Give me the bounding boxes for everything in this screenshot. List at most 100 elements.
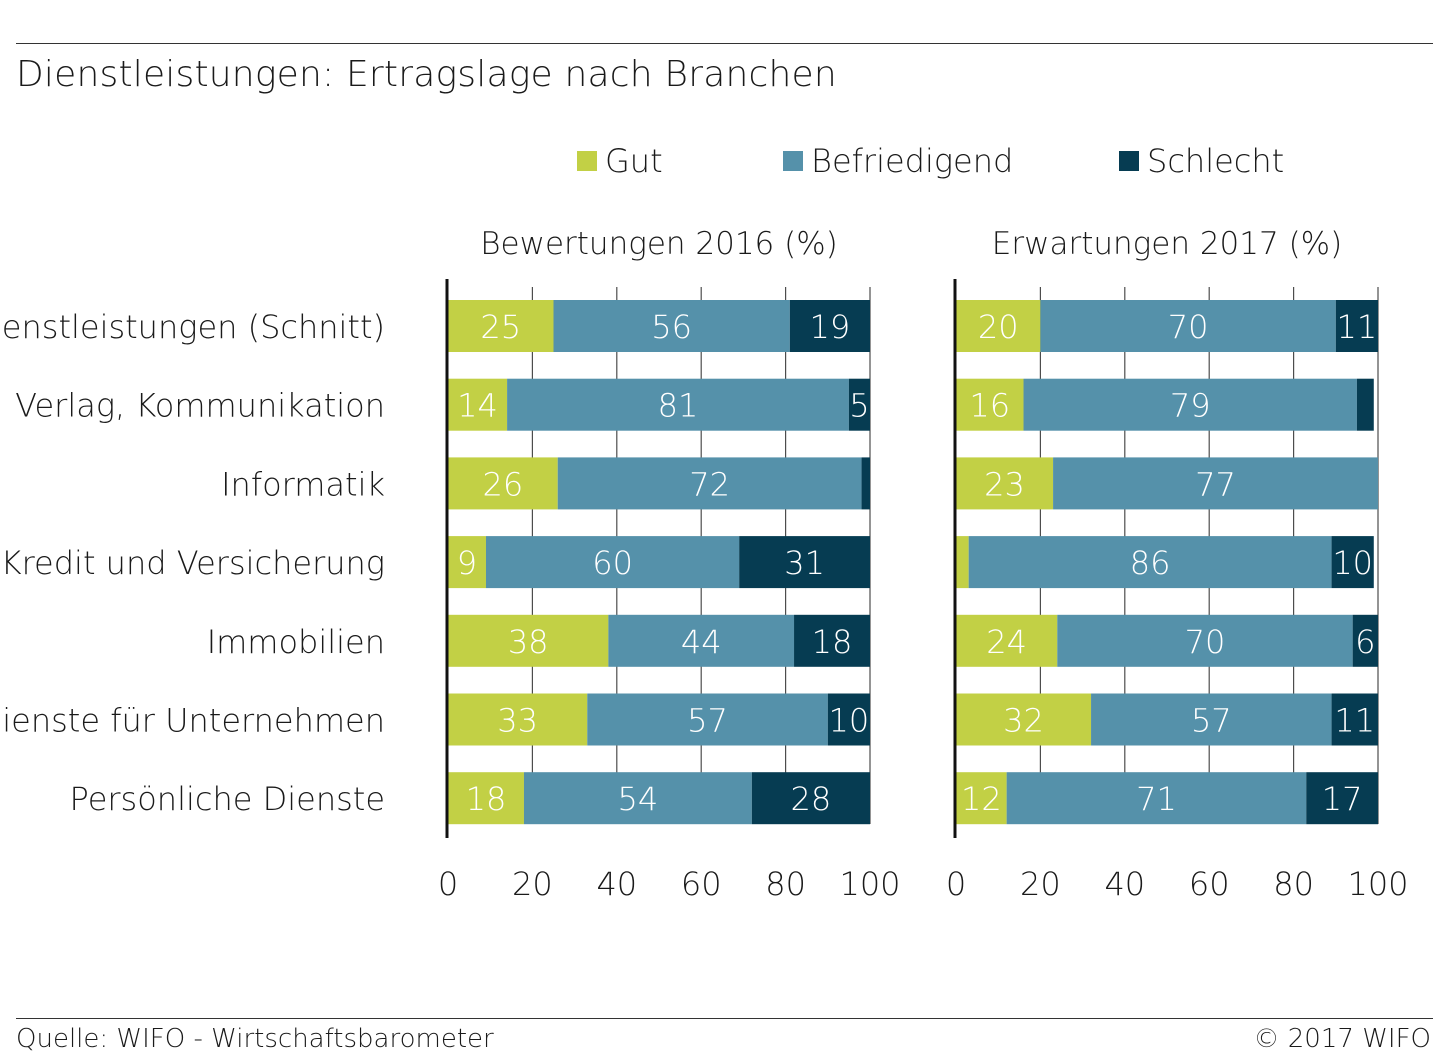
data-label: 56	[651, 308, 692, 346]
category-label: Persönliche Dienste	[70, 780, 385, 818]
legend-swatch-schlecht	[1119, 151, 1139, 171]
x-tick-label: 40	[596, 865, 637, 903]
category-label: Dienste für Unternehmen	[0, 702, 385, 740]
data-label: 70	[1168, 308, 1209, 346]
bar-segment	[448, 536, 486, 589]
bar-segment	[956, 772, 1007, 825]
data-label: 32	[1003, 702, 1044, 740]
bar-segment	[448, 772, 524, 825]
data-label: 38	[508, 623, 549, 661]
bar-segment	[956, 300, 1041, 352]
legend-label-befriedigend: Befriedigend	[811, 142, 1014, 180]
bar-segment	[448, 378, 508, 431]
data-label: 33	[497, 702, 538, 740]
bar-segment	[956, 614, 1058, 667]
x-tick-label: 0	[438, 865, 458, 903]
x-tick-label: 100	[1347, 865, 1408, 903]
data-label: 11	[1337, 308, 1378, 346]
bar-segment	[794, 614, 870, 667]
bar-segment	[608, 614, 795, 667]
data-label: 25	[480, 308, 521, 346]
data-label: 18	[812, 623, 853, 661]
legend-label-schlecht: Schlecht	[1147, 142, 1285, 180]
data-label: 77	[1195, 465, 1236, 503]
bar-segment	[827, 693, 870, 746]
bar-segment	[448, 300, 554, 352]
x-tick-label: 100	[839, 865, 900, 903]
data-label: 79	[1170, 387, 1211, 425]
bar-segment	[448, 693, 588, 746]
data-label: 17	[1322, 780, 1363, 818]
category-label: Informatik	[221, 465, 385, 503]
data-label: 81	[658, 387, 699, 425]
category-label: Immobilien	[207, 623, 385, 661]
x-tick-label: 80	[765, 865, 806, 903]
legend-item-gut: Gut	[577, 142, 663, 180]
bar-segment	[956, 693, 1092, 746]
data-label: 70	[1185, 623, 1226, 661]
bar-segment	[1356, 378, 1374, 431]
x-tick-label: 0	[946, 865, 966, 903]
bar-segment	[1331, 536, 1374, 589]
data-label: 44	[681, 623, 722, 661]
bar-segment	[751, 772, 870, 825]
bar-segment	[1352, 614, 1378, 667]
data-label: 6	[1355, 623, 1375, 661]
bar-segment	[956, 457, 1054, 510]
bar-segment	[1306, 772, 1378, 825]
bar-segment	[1331, 693, 1378, 746]
x-tick-label: 60	[681, 865, 722, 903]
bar-segment	[448, 614, 609, 667]
bar-segment	[1053, 457, 1378, 510]
data-label: 9	[457, 544, 477, 582]
x-tick-label: 60	[1189, 865, 1230, 903]
bar-segment	[1023, 378, 1357, 431]
bar-segment	[523, 772, 752, 825]
bar-segment	[789, 300, 870, 352]
category-label: Verlag, Kommunikation	[15, 387, 385, 425]
bar-segment	[1006, 772, 1307, 825]
data-label: 26	[483, 465, 524, 503]
legend-label-gut: Gut	[605, 142, 663, 180]
data-label: 19	[810, 308, 851, 346]
bar-segment	[507, 378, 849, 431]
bar-segment	[587, 693, 828, 746]
category-label: Kredit und Versicherung	[1, 544, 385, 582]
bar-segment	[1057, 614, 1353, 667]
data-label: 60	[592, 544, 633, 582]
bar-segment	[448, 457, 558, 510]
data-label: 71	[1136, 780, 1177, 818]
x-tick-label: 20	[1020, 865, 1061, 903]
data-label: 12	[961, 780, 1002, 818]
chart-legend: Gut Befriedigend Schlecht	[0, 142, 1437, 186]
data-label: 57	[687, 702, 728, 740]
x-tick-label: 20	[512, 865, 553, 903]
data-label: 18	[466, 780, 507, 818]
x-tick-label: 40	[1104, 865, 1145, 903]
bar-segment	[739, 536, 870, 589]
data-label: 5	[849, 387, 869, 425]
bar-segment	[557, 457, 862, 510]
data-label: 57	[1191, 702, 1232, 740]
data-label: 10	[829, 702, 870, 740]
bar-segment	[848, 378, 870, 431]
x-tick-label: 80	[1273, 865, 1314, 903]
data-label: 72	[689, 465, 730, 503]
bar-segment	[485, 536, 740, 589]
bar-segment	[956, 378, 1024, 431]
data-label: 24	[986, 623, 1027, 661]
bar-segment	[1040, 300, 1336, 352]
bar-segment	[968, 536, 1332, 589]
data-label: 86	[1130, 544, 1171, 582]
data-label: 31	[784, 544, 825, 582]
legend-item-schlecht: Schlecht	[1119, 142, 1284, 180]
data-label: 14	[457, 387, 498, 425]
data-label: 20	[978, 308, 1019, 346]
data-label: 10	[1332, 544, 1373, 582]
top-rule	[16, 43, 1433, 44]
stacked-bar-chart: Dienstleistungen (Schnitt) Verlag, Kommun…	[0, 226, 1409, 903]
bar-segment	[861, 457, 870, 510]
bar-segment	[553, 300, 790, 352]
footer-copyright: © 2017 WIFO	[1253, 1024, 1432, 1054]
panel-subtitle: Bewertungen 2016 (%)	[480, 226, 838, 262]
